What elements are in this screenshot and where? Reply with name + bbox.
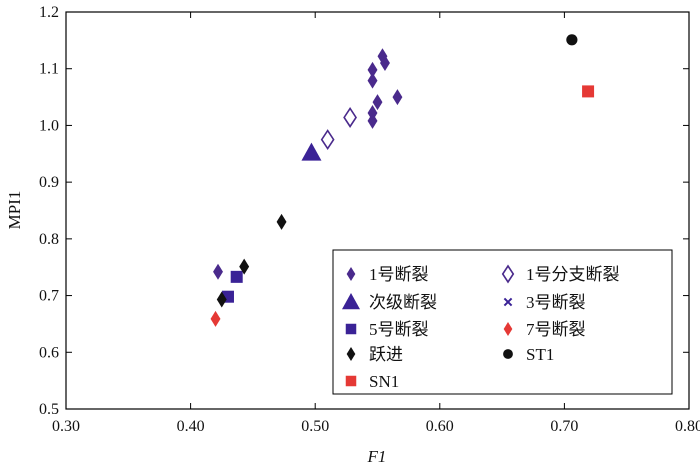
legend-marker xyxy=(346,347,356,361)
data-point xyxy=(239,258,250,275)
legend-marker xyxy=(503,349,513,359)
y-tick-label: 1.2 xyxy=(39,4,59,21)
data-point xyxy=(320,129,335,151)
data-point xyxy=(276,213,287,230)
legend-label: 1号分支断裂 xyxy=(526,265,620,284)
data-point xyxy=(210,310,221,327)
legend-marker xyxy=(503,322,513,336)
legend-label: 7号断裂 xyxy=(526,320,586,339)
data-point xyxy=(380,55,390,72)
x-tick-label: 0.80 xyxy=(675,418,700,435)
x-tick-label: 0.60 xyxy=(426,418,454,435)
data-point xyxy=(367,61,378,78)
plot-area-frame xyxy=(65,11,690,410)
legend-marker xyxy=(345,375,357,387)
data-point xyxy=(213,263,223,280)
x-tick-label: 0.50 xyxy=(301,418,329,435)
legend-marker xyxy=(345,323,357,335)
legend-marker xyxy=(342,293,360,310)
y-tick-label: 0.6 xyxy=(39,344,59,361)
data-point xyxy=(216,291,227,308)
x-tick-label: 0.70 xyxy=(550,418,578,435)
y-tick-label: 0.9 xyxy=(39,174,59,191)
data-point xyxy=(230,270,243,283)
legend-label: 1号断裂 xyxy=(369,265,429,284)
x-tick-label: 0.30 xyxy=(52,418,80,435)
legend-marker xyxy=(501,264,515,284)
legend-label: 次级断裂 xyxy=(369,293,437,312)
legend-marker xyxy=(503,297,513,307)
y-tick-label: 0.7 xyxy=(39,288,59,305)
legend-label: ST1 xyxy=(526,345,554,364)
data-point xyxy=(343,107,357,128)
data-point xyxy=(367,72,378,89)
y-tick-label: 0.8 xyxy=(39,231,59,248)
legend-label: SN1 xyxy=(369,372,399,391)
data-point xyxy=(372,94,383,111)
x-axis-label: F1 xyxy=(367,447,387,466)
data-point xyxy=(582,85,595,98)
legend-label: 3号断裂 xyxy=(526,293,586,312)
data-point xyxy=(301,142,322,161)
y-tick-label: 1.0 xyxy=(39,117,59,134)
data-point xyxy=(566,34,578,46)
data-point xyxy=(367,112,378,129)
legend-label: 5号断裂 xyxy=(369,320,429,339)
legend-marker xyxy=(346,267,356,281)
y-tick-label: 1.1 xyxy=(39,61,59,78)
data-point xyxy=(392,89,403,106)
x-tick-label: 0.40 xyxy=(177,418,205,435)
y-tick-label: 0.5 xyxy=(39,401,59,418)
axes: 0.30 0.40 0.50 0.60 0.70 0.80 0.5 0.6 0.7 0.8 0.9 1… xyxy=(39,4,700,435)
y-axis-label: MPI1 xyxy=(5,191,24,230)
data-points xyxy=(210,34,595,327)
legend-label: 跃进 xyxy=(369,345,403,364)
